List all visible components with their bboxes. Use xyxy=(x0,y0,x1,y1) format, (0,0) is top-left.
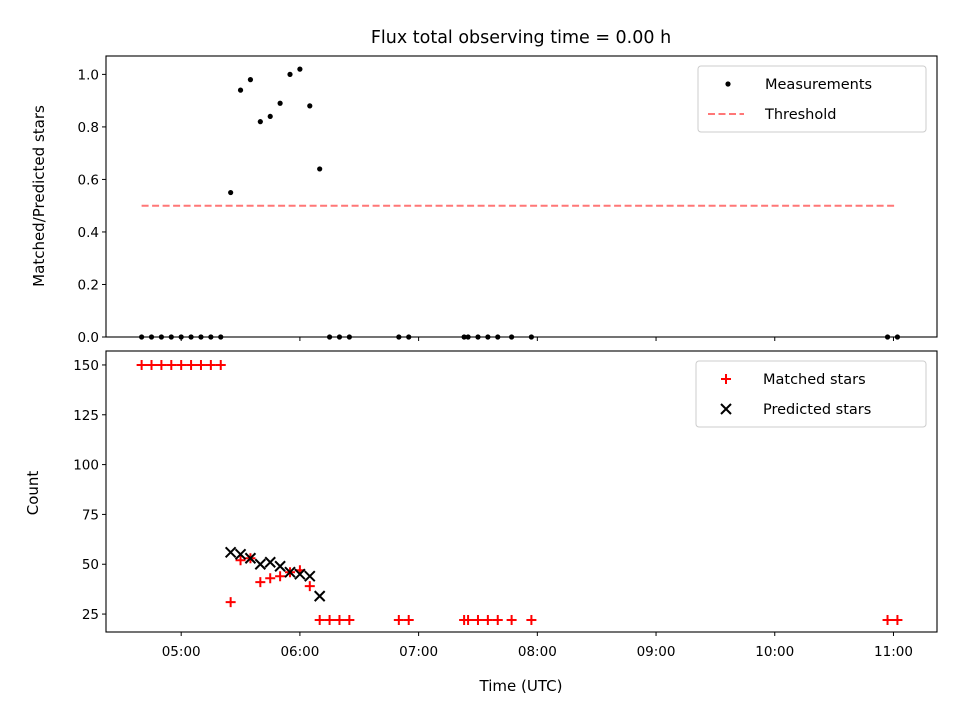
data-point-1-5 xyxy=(274,560,286,572)
legend: Measurements Threshold xyxy=(697,65,927,133)
top-y-axis-label: Matched/Predicted stars xyxy=(30,105,48,287)
data-point-0-17 xyxy=(304,581,315,592)
bottom-panel: 25 50 75 100 125 150 05:00 06:00 07:00 08:00 09:00… xyxy=(73,350,938,660)
data-point-0-22 xyxy=(393,615,404,626)
data-point-0-15 xyxy=(287,71,293,77)
data-point-0-23 xyxy=(403,615,414,626)
y-tick-label: 50 xyxy=(82,557,99,573)
data-point-1-2 xyxy=(244,552,257,564)
y-tick-label: 0.2 xyxy=(78,277,99,293)
data-point-0-27 xyxy=(482,615,493,626)
data-point-0-16 xyxy=(297,66,303,72)
legend-marker xyxy=(720,403,732,415)
plot-frame xyxy=(105,350,938,633)
x-tick-label: 05:00 xyxy=(162,644,201,660)
legend-label: Predicted stars xyxy=(763,402,871,418)
legend-frame xyxy=(697,65,927,133)
data-point-0-8 xyxy=(215,359,226,370)
data-point-0-14 xyxy=(277,100,283,106)
x-tick-label: 09:00 xyxy=(637,644,676,660)
data-point-0-9 xyxy=(225,597,236,608)
y-tick-label: 0.4 xyxy=(78,225,99,241)
data-point-0-7 xyxy=(205,359,216,370)
y-tick-label: 75 xyxy=(82,507,99,523)
data-point-0-3 xyxy=(166,359,177,370)
data-point-0-32 xyxy=(892,615,903,626)
top-panel: 0.0 0.2 0.4 0.6 0.8 1.0 Measurements Threshold xyxy=(78,55,938,346)
data-point-1-7 xyxy=(294,568,306,580)
data-point-0-17 xyxy=(307,103,313,109)
x-tick-label: 11:00 xyxy=(874,644,913,660)
data-point-0-6 xyxy=(195,359,206,370)
legend: Matched stars Predicted stars xyxy=(695,360,927,428)
data-point-0-26 xyxy=(472,615,483,626)
legend-frame xyxy=(695,360,927,428)
y-tick-label: 1.0 xyxy=(78,67,99,83)
legend-marker xyxy=(721,374,731,384)
x-tick-label: 10:00 xyxy=(755,644,794,660)
data-point-0-1 xyxy=(146,359,157,370)
data-point-1-4 xyxy=(264,556,276,568)
y-tick-label: 0.6 xyxy=(78,172,99,188)
x-tick-label: 06:00 xyxy=(280,644,319,660)
data-point-1-0 xyxy=(224,546,237,558)
legend-marker xyxy=(725,81,731,87)
legend-label: Measurements xyxy=(765,77,872,93)
x-tick-label: 07:00 xyxy=(399,644,438,660)
data-point-0-11 xyxy=(247,77,254,83)
data-point-0-18 xyxy=(317,166,323,172)
data-point-0-18 xyxy=(314,615,325,626)
data-point-0-31 xyxy=(882,615,893,626)
data-point-0-4 xyxy=(176,359,187,370)
data-point-1-3 xyxy=(254,558,267,570)
legend-label: Threshold xyxy=(764,107,836,123)
y-tick-label: 150 xyxy=(73,358,99,374)
data-point-1-6 xyxy=(284,566,296,578)
data-point-0-30 xyxy=(526,615,537,626)
data-point-0-12 xyxy=(255,577,266,588)
data-point-0-12 xyxy=(257,119,263,125)
data-point-0-19 xyxy=(324,615,335,626)
chart-title: Flux total observing time = 0.00 h xyxy=(371,28,671,48)
data-point-0-14 xyxy=(275,571,286,582)
data-point-0-5 xyxy=(186,359,197,370)
data-point-0-9 xyxy=(228,189,234,196)
data-point-0-20 xyxy=(334,615,345,626)
y-tick-label: 25 xyxy=(82,607,99,623)
data-point-1-1 xyxy=(234,548,247,560)
data-point-0-29 xyxy=(506,615,517,626)
legend-label: Matched stars xyxy=(763,372,866,388)
data-point-0-10 xyxy=(237,87,244,93)
y-tick-label: 0.8 xyxy=(78,120,99,136)
data-point-0-2 xyxy=(156,359,167,370)
data-point-0-25 xyxy=(463,615,474,626)
data-point-0-28 xyxy=(492,615,503,626)
data-point-0-21 xyxy=(344,615,355,626)
bottom-y-axis-label: Count xyxy=(24,471,42,516)
data-point-0-13 xyxy=(265,573,276,584)
data-point-0-13 xyxy=(267,113,273,120)
data-point-1-9 xyxy=(313,590,326,602)
y-tick-label: 100 xyxy=(73,458,99,474)
data-point-0-10 xyxy=(235,555,246,566)
data-point-0-0 xyxy=(136,359,147,370)
y-tick-label: 125 xyxy=(73,408,99,424)
y-tick-label: 0.0 xyxy=(78,330,99,346)
x-tick-label: 08:00 xyxy=(518,644,557,660)
data-point-1-8 xyxy=(304,570,316,582)
plot-frame xyxy=(105,55,938,338)
x-axis-label: Time (UTC) xyxy=(479,677,563,695)
